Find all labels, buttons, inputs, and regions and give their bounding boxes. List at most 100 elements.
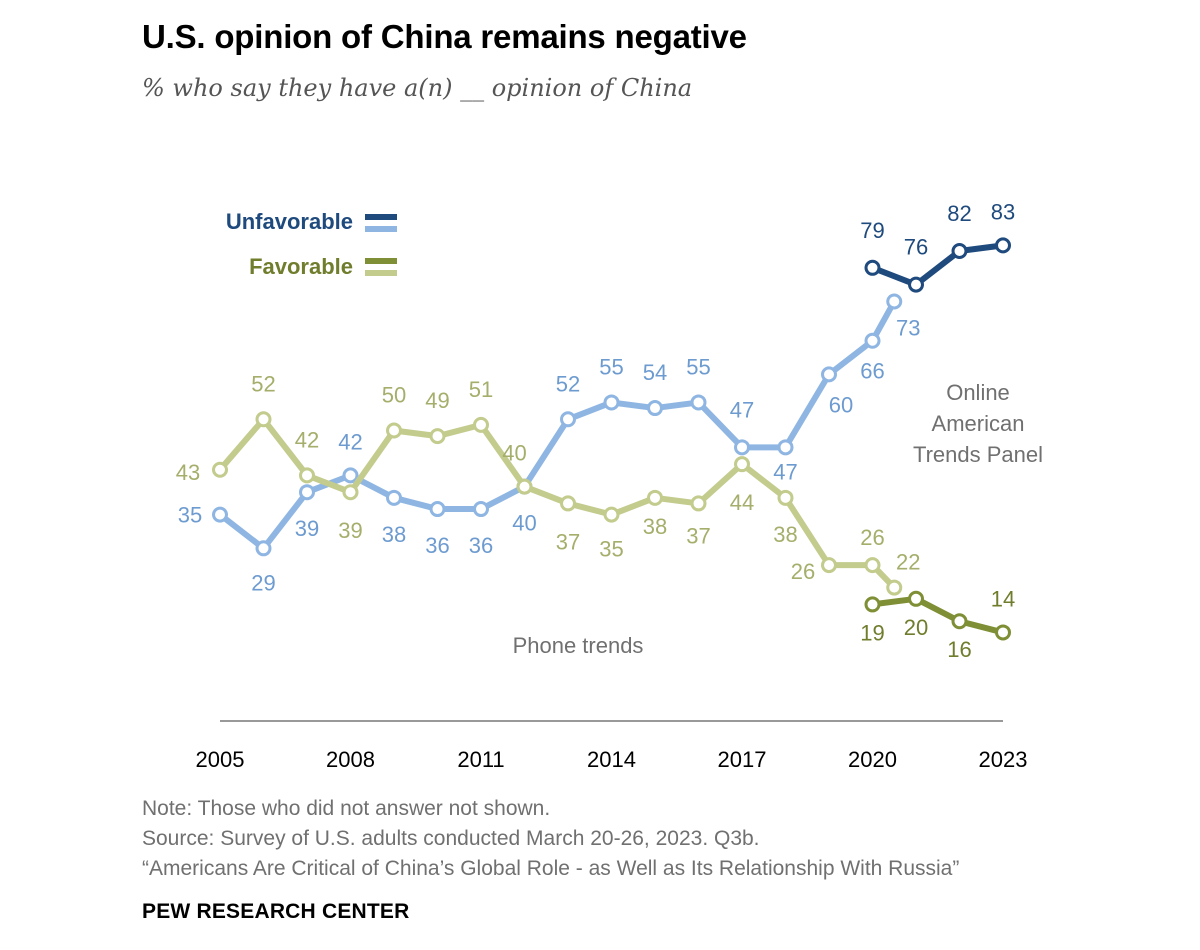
data-point-favorable-phone — [734, 456, 750, 473]
data-labels: 35 29 39 42 38 36 36 40 52 55 54 55 47 47 60 66 73 79 76 82… — [176, 199, 1015, 662]
data-point-favorable-online — [908, 590, 924, 607]
data-label-unfavorable-phone: 52 — [556, 371, 580, 396]
annotation-online-line-3: Trends Panel — [913, 442, 1043, 467]
data-label-unfavorable-online: 79 — [860, 218, 884, 243]
data-label-favorable-phone: 51 — [469, 377, 493, 402]
x-tick-label: 2011 — [457, 747, 504, 772]
x-tick-label: 2020 — [848, 747, 897, 772]
data-point-favorable-phone — [886, 579, 903, 596]
data-point-unfavorable-phone — [255, 540, 272, 557]
data-label-unfavorable-phone: 42 — [338, 429, 362, 454]
data-point-favorable-phone — [342, 484, 359, 501]
data-point-favorable-phone — [777, 489, 794, 506]
data-label-unfavorable-phone: 38 — [382, 522, 406, 547]
annotation-phone-trends: Phone trends — [513, 633, 644, 658]
data-label-favorable-phone: 44 — [730, 490, 754, 515]
data-point-unfavorable-phone — [734, 439, 750, 456]
data-point-unfavorable-phone — [647, 400, 663, 417]
data-point-unfavorable-phone — [212, 506, 228, 523]
data-label-unfavorable-online: 83 — [991, 199, 1015, 224]
chart-report-title: “Americans Are Critical of China’s Globa… — [142, 857, 960, 880]
data-point-favorable-online — [951, 613, 968, 630]
chart-note: Note: Those who did not answer not shown… — [142, 797, 551, 820]
data-label-favorable-online: 16 — [947, 637, 971, 662]
chart-subtitle: % who say they have a(n) __ opinion of C… — [142, 74, 693, 102]
legend-label-unfavorable: Unfavorable — [226, 209, 353, 234]
data-label-favorable-phone: 38 — [773, 522, 797, 547]
data-point-favorable-phone — [864, 557, 881, 574]
data-label-unfavorable-phone: 73 — [896, 315, 920, 340]
data-label-favorable-online: 19 — [860, 620, 884, 645]
data-point-unfavorable-phone — [560, 411, 576, 428]
chart-title: U.S. opinion of China remains negative — [142, 18, 747, 55]
data-point-favorable-phone — [560, 495, 576, 512]
annotation-online-line-2: American — [932, 411, 1025, 436]
data-point-unfavorable-phone — [886, 293, 903, 310]
data-label-favorable-online: 14 — [991, 586, 1015, 611]
data-point-unfavorable-online — [908, 276, 924, 293]
data-label-favorable-phone: 22 — [896, 550, 920, 575]
data-label-unfavorable-phone: 66 — [860, 359, 884, 384]
data-point-unfavorable-phone — [821, 366, 837, 383]
data-point-favorable-phone — [603, 506, 620, 523]
series-lines — [212, 237, 1011, 641]
data-point-unfavorable-online — [864, 259, 881, 276]
x-tick-label: 2017 — [718, 747, 767, 772]
data-label-unfavorable-phone: 39 — [295, 516, 319, 541]
data-point-favorable-online — [864, 596, 881, 613]
data-label-favorable-phone: 26 — [860, 525, 884, 550]
data-point-favorable-phone — [299, 467, 315, 484]
data-point-favorable-phone — [690, 495, 707, 512]
chart-legend: Unfavorable Favorable — [226, 209, 397, 279]
data-point-unfavorable-phone — [603, 394, 620, 411]
data-label-unfavorable-online: 82 — [947, 201, 971, 226]
data-point-favorable-phone — [473, 416, 489, 433]
data-label-unfavorable-phone: 60 — [829, 392, 853, 417]
data-label-unfavorable-phone: 36 — [469, 533, 493, 558]
data-label-favorable-phone: 43 — [176, 460, 200, 485]
data-label-unfavorable-phone: 40 — [512, 511, 536, 536]
data-point-favorable-phone — [386, 422, 402, 439]
line-chart: Unfavorable Favorable Online American Tr… — [176, 199, 1043, 772]
data-label-favorable-phone: 50 — [382, 383, 406, 408]
data-point-favorable-phone — [429, 428, 446, 445]
x-tick-label: 2023 — [979, 747, 1028, 772]
x-tick-label: 2005 — [196, 747, 245, 772]
data-label-unfavorable-phone: 55 — [599, 354, 623, 379]
data-point-unfavorable-phone — [473, 501, 489, 518]
data-point-favorable-phone — [821, 557, 837, 574]
legend-swatch-unfavorable-online — [365, 214, 397, 220]
data-label-unfavorable-phone: 47 — [773, 459, 797, 484]
data-point-unfavorable-phone — [777, 439, 794, 456]
series-line-unfavorable-online — [869, 242, 1006, 288]
data-point-unfavorable-phone — [429, 501, 446, 518]
data-point-favorable-phone — [212, 461, 228, 478]
data-label-unfavorable-phone: 35 — [178, 503, 202, 528]
data-label-favorable-phone: 39 — [338, 518, 362, 543]
x-axis-tick-labels: 2005 2008 2011 2014 2017 2020 2023 — [196, 747, 1028, 772]
brand-name: PEW RESEARCH CENTER — [142, 900, 410, 923]
data-point-unfavorable-phone — [299, 484, 315, 501]
data-label-favorable-phone: 40 — [502, 441, 526, 466]
data-point-unfavorable-phone — [342, 467, 359, 484]
x-tick-label: 2008 — [326, 747, 375, 772]
x-tick-label: 2014 — [587, 747, 636, 772]
data-point-unfavorable-phone — [690, 394, 707, 411]
data-label-unfavorable-phone: 55 — [686, 354, 710, 379]
chart-source: Source: Survey of U.S. adults conducted … — [142, 827, 760, 850]
data-label-favorable-phone: 49 — [425, 388, 449, 413]
data-label-unfavorable-phone: 54 — [643, 360, 667, 385]
series-line-favorable-online — [869, 595, 1006, 636]
data-label-favorable-phone: 35 — [599, 537, 623, 562]
data-label-favorable-online: 20 — [904, 615, 928, 640]
legend-swatch-favorable-phone — [365, 270, 397, 276]
data-point-unfavorable-online — [951, 242, 968, 259]
data-label-unfavorable-phone: 47 — [730, 397, 754, 422]
legend-swatch-favorable-online — [365, 258, 397, 264]
data-point-favorable-phone — [516, 478, 533, 495]
legend-label-favorable: Favorable — [249, 254, 353, 279]
data-label-favorable-phone: 42 — [295, 427, 319, 452]
data-label-unfavorable-online: 76 — [904, 235, 928, 260]
data-point-unfavorable-phone — [864, 332, 881, 349]
data-point-favorable-phone — [255, 411, 272, 428]
